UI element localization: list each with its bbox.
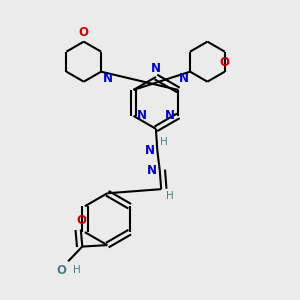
- Text: O: O: [220, 56, 230, 69]
- Text: H: H: [160, 137, 167, 147]
- Text: N: N: [151, 61, 161, 75]
- Text: N: N: [137, 109, 147, 122]
- Text: N: N: [103, 72, 112, 85]
- Text: H: H: [74, 265, 81, 275]
- Text: H: H: [166, 190, 173, 201]
- Text: N: N: [147, 164, 157, 176]
- Text: N: N: [144, 144, 154, 158]
- Text: O: O: [57, 264, 67, 277]
- Text: N: N: [178, 72, 189, 85]
- Text: O: O: [79, 26, 89, 39]
- Text: N: N: [165, 109, 175, 122]
- Text: O: O: [76, 214, 86, 227]
